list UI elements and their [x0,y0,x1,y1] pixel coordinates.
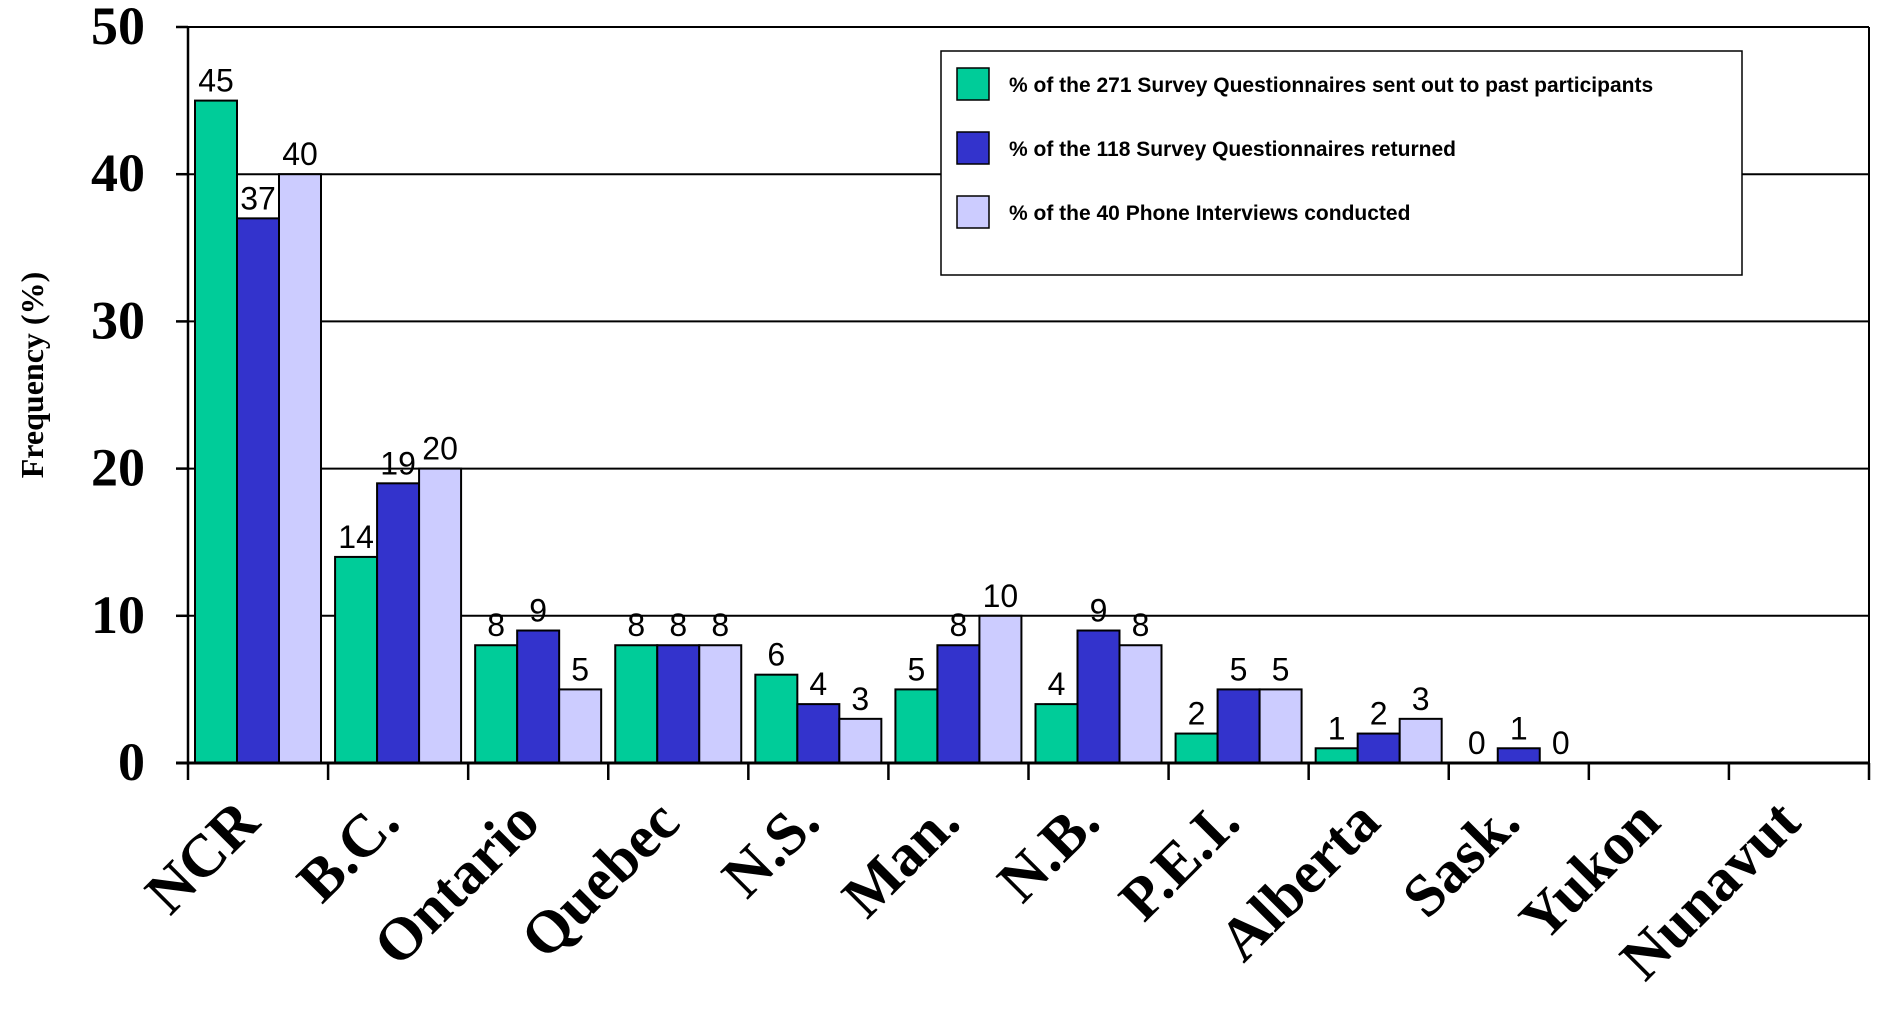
bar [978,614,1023,764]
y-tick-label: 0 [118,732,145,792]
data-label: 40 [282,136,318,172]
bar [418,467,463,764]
data-label: 8 [487,607,505,643]
bar [1356,732,1401,764]
bar [236,217,280,765]
data-label: 2 [1188,696,1206,732]
data-label: 1 [1328,710,1346,746]
bar [1174,732,1219,764]
bar [894,688,939,765]
bar [1118,644,1163,764]
bar [698,644,743,764]
y-tick-label: 40 [91,143,145,203]
x-tick-label: N.S. [709,788,831,910]
bar [516,629,561,765]
legend-box [940,50,1743,276]
data-label: 9 [529,593,547,629]
y-tick-label: 30 [91,290,145,350]
y-tick-label: 20 [91,438,145,498]
data-label: 37 [240,180,276,216]
x-tick-label: N.B. [985,788,1112,915]
data-label: 8 [950,607,968,643]
bar [1496,747,1541,765]
x-tick-label: Quebec [508,788,691,971]
x-tick-label: NCR [133,787,272,926]
bar [474,644,519,764]
data-label: 9 [1090,593,1108,629]
y-tick-label: 10 [91,585,145,645]
bar [1314,747,1359,765]
bar [656,644,701,764]
data-label: 8 [627,607,645,643]
bar [1034,703,1079,764]
data-label: 0 [1468,725,1486,761]
bars [194,99,1541,765]
legend-swatch [956,195,990,229]
y-tick-label: 50 [91,0,145,56]
data-label: 4 [1048,666,1066,702]
data-label: 5 [908,651,926,687]
y-axis-label: Frequency (%) [14,272,50,478]
bar [376,482,421,764]
legend-label: % of the 118 Survey Questionnaires retur… [1009,138,1456,161]
bar [334,555,379,764]
bar [278,173,322,764]
bar [1216,688,1261,765]
y-tick-labels: 0 10 20 30 40 50 [91,0,145,792]
data-label: 5 [1230,651,1248,687]
data-label: 8 [669,607,687,643]
data-label: 14 [338,519,374,555]
data-label: 19 [380,445,416,481]
data-label: 10 [983,578,1019,614]
data-label: 8 [711,607,729,643]
bar [1076,629,1121,765]
data-label: 45 [198,63,234,99]
bar [1258,688,1303,765]
data-label: 3 [851,681,869,717]
data-label: 2 [1370,696,1388,732]
x-tick-label: Alberta [1206,788,1392,974]
data-label: 20 [422,431,458,467]
legend-label: % of the 40 Phone Interviews conducted [1009,202,1410,225]
bar [614,644,659,764]
legend-swatch [956,67,990,101]
bar [754,673,799,764]
bar [796,703,841,764]
bar [936,644,981,764]
data-label: 3 [1412,681,1430,717]
axes [176,25,1871,780]
bar [1398,717,1443,765]
data-label: 5 [571,651,589,687]
x-tick-label: B.C. [284,788,411,915]
data-label: 1 [1510,710,1528,746]
bar [558,688,603,765]
data-label: 4 [809,666,827,702]
data-label: 0 [1552,725,1570,761]
legend-label: % of the 271 Survey Questionnaires sent … [1009,74,1653,97]
bar [194,99,238,765]
bar [838,717,883,765]
legend: % of the 271 Survey Questionnaires sent … [940,50,1743,276]
legend-swatch [956,131,990,165]
data-label: 5 [1272,651,1290,687]
data-label: 8 [1132,607,1150,643]
x-tick-label: Man. [830,788,972,930]
data-label: 6 [767,637,785,673]
